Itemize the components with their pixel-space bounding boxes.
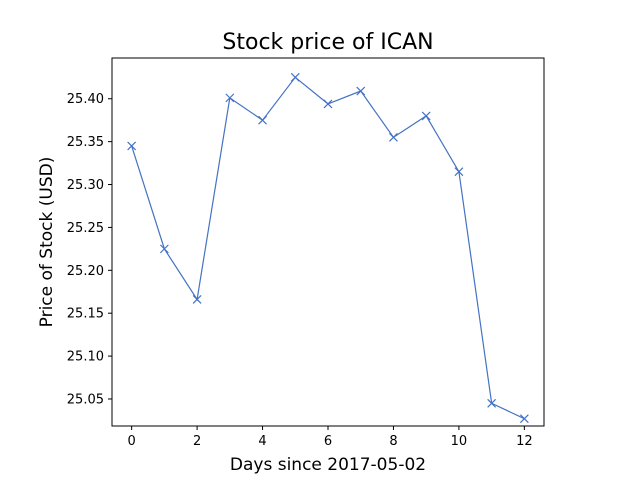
series-line-0 — [131, 76, 525, 420]
data-point-0 — [127, 141, 137, 151]
data-point-12 — [519, 414, 529, 424]
data-point-8 — [389, 132, 398, 142]
x-tick-label-2: 4 — [258, 434, 266, 449]
data-point-10 — [454, 167, 464, 177]
y-axis: 25.05 25.10 25.15 25.20 25.25 25.30 25.35 25.40 — [67, 92, 112, 407]
data-point-4 — [258, 115, 267, 125]
y-tick-label-6: 25.35 — [67, 135, 104, 150]
x-tick-label-4: 8 — [389, 434, 397, 449]
y-tick-label-3: 25.20 — [67, 264, 104, 279]
y-tick-label-1: 25.10 — [67, 350, 104, 365]
y-tick-label-5: 25.30 — [67, 178, 104, 193]
x-tick-label-3: 6 — [324, 434, 332, 449]
x-tick-label-5: 10 — [451, 434, 468, 449]
data-point-11 — [487, 398, 497, 408]
data-point-9 — [421, 111, 431, 121]
data-point-2 — [192, 295, 202, 304]
y-tick-label-4: 25.25 — [67, 221, 104, 236]
x-axis-label: Days since 2017-05-02 — [230, 455, 426, 475]
data-point-1 — [159, 244, 169, 254]
y-tick-label-2: 25.15 — [67, 307, 104, 322]
x-tick-label-1: 2 — [193, 434, 201, 449]
y-tick-label-0: 25.05 — [67, 392, 104, 407]
axes-frame — [111, 57, 545, 427]
y-tick-label-7: 25.40 — [67, 92, 104, 107]
x-tick-label-0: 0 — [127, 434, 135, 449]
y-axis-label: Price of Stock (USD) — [37, 157, 57, 328]
x-tick-label-6: 12 — [516, 434, 533, 449]
data-point-5 — [290, 72, 300, 82]
x-axis: 0 2 4 6 8 10 12 — [127, 426, 533, 449]
data-point-7 — [356, 86, 366, 96]
chart-title: Stock price of ICAN — [222, 30, 433, 55]
data-point-3 — [225, 93, 235, 103]
plot-area — [127, 72, 529, 424]
data-point-6 — [323, 99, 333, 109]
